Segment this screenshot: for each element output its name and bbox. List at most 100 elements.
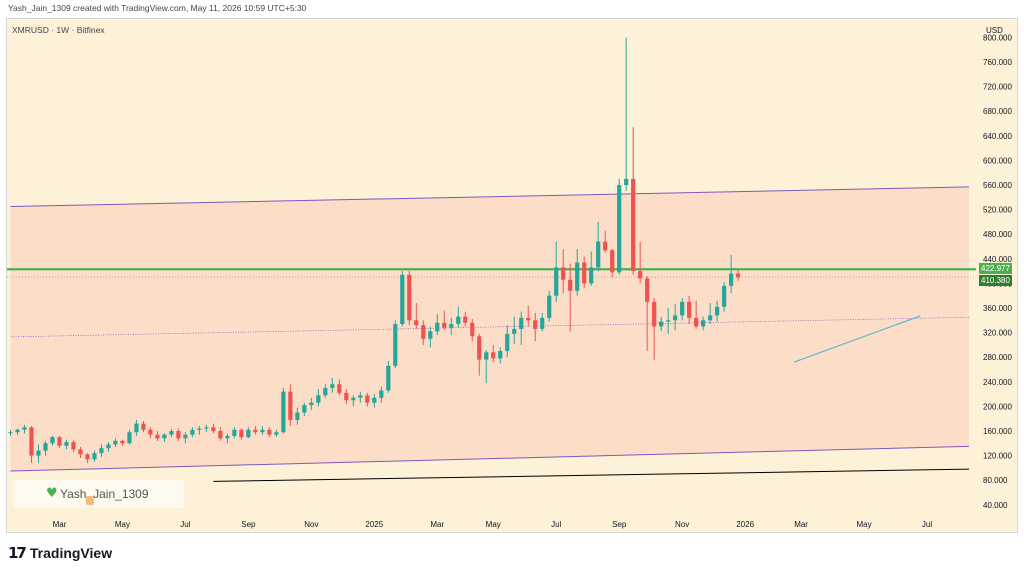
symbol-title: XMRUSD · 1W · Bitfinex — [12, 25, 105, 35]
y-tick-label: 80.000 — [983, 476, 1008, 485]
candle-body — [372, 397, 377, 403]
candle-body — [729, 273, 734, 286]
candle-body — [638, 271, 643, 279]
y-tick-label: 800.000 — [983, 33, 1012, 42]
candle-body — [603, 241, 608, 251]
candle-body — [183, 434, 188, 439]
candle-body — [197, 428, 202, 430]
candle-body — [50, 437, 55, 444]
x-tick-label: Sep — [241, 520, 256, 529]
candle-body — [134, 423, 139, 433]
candle-body — [575, 262, 580, 291]
x-tick-label: Nov — [675, 520, 689, 529]
y-tick-label: 440.000 — [983, 255, 1012, 264]
candle-body — [106, 444, 111, 449]
candle-body — [568, 279, 573, 291]
candle-body — [379, 390, 384, 398]
candle-body — [484, 352, 489, 360]
y-tick-label: 600.000 — [983, 156, 1012, 165]
candle-body — [288, 391, 293, 420]
candle-body — [267, 429, 272, 435]
x-tick-label: May — [486, 520, 501, 529]
candle-body — [344, 392, 349, 401]
long-trend-line — [213, 468, 970, 482]
candle-body — [218, 430, 223, 439]
tradingview-logo-text: TradingView — [29, 545, 113, 561]
candle-body — [162, 434, 167, 439]
candle-body — [323, 387, 328, 396]
x-tick-label: Jul — [551, 520, 561, 529]
candle-body — [435, 322, 440, 332]
hand-emoji-icon — [86, 496, 94, 505]
candle-body — [645, 278, 650, 302]
candle-body — [505, 333, 510, 352]
candle-body — [624, 178, 629, 186]
chart-attribution: Yash_Jain_1309 created with TradingView.… — [8, 3, 307, 13]
candle-body — [281, 391, 286, 433]
candle-body — [92, 453, 97, 460]
y-tick-label: 120.000 — [983, 452, 1012, 461]
x-tick-label: Nov — [304, 520, 318, 529]
candle-body — [547, 295, 552, 318]
candle-body — [330, 384, 335, 388]
x-tick-label: Mar — [53, 520, 67, 529]
candle-body — [540, 317, 545, 329]
currency-label[interactable]: USD — [986, 26, 1003, 35]
candle-body — [239, 429, 244, 438]
current-price-tag: 410.380 — [979, 275, 1012, 287]
candle-body — [141, 423, 146, 430]
candle-body — [673, 315, 678, 321]
candle-body — [449, 323, 454, 328]
candle-body — [274, 432, 279, 435]
candle-body — [15, 429, 20, 433]
candle-body — [736, 273, 741, 278]
x-tick-label: 2026 — [736, 520, 754, 529]
candle-body — [386, 365, 391, 391]
candle-body — [456, 316, 461, 324]
candle-body — [36, 450, 41, 456]
candle-body — [589, 267, 594, 284]
candle-body — [512, 328, 517, 334]
y-tick-label: 680.000 — [983, 107, 1012, 116]
candle-body — [463, 316, 468, 323]
candle-body — [155, 434, 160, 439]
candle-body — [365, 395, 370, 403]
candle-body — [652, 301, 657, 327]
y-tick-label: 520.000 — [983, 206, 1012, 215]
candle-body — [596, 241, 601, 268]
x-tick-label: Sep — [612, 520, 627, 529]
y-tick-label: 640.000 — [983, 132, 1012, 141]
x-tick-label: 2025 — [365, 520, 383, 529]
candle-body — [400, 274, 405, 324]
candle-body — [428, 331, 433, 339]
channel-fill — [10, 186, 970, 471]
candle-body — [407, 274, 412, 321]
candle-body — [43, 443, 48, 451]
candle-body — [666, 320, 671, 322]
candle-body — [701, 320, 706, 327]
candle-body — [64, 442, 69, 446]
candle-body — [246, 429, 251, 438]
candle-body — [120, 440, 125, 444]
candle-body — [414, 320, 419, 326]
y-tick-label: 480.000 — [983, 230, 1012, 239]
candle-body — [351, 397, 356, 401]
x-tick-label: Mar — [794, 520, 808, 529]
candle-body — [470, 322, 475, 337]
tradingview-logo[interactable]: 17 TradingView — [8, 544, 112, 562]
ascending-trendline — [793, 315, 921, 363]
candle-body — [176, 430, 181, 439]
channel-lower-line — [10, 445, 970, 472]
candle-body — [225, 435, 230, 439]
x-tick-label: May — [856, 520, 871, 529]
candle-body — [477, 336, 482, 360]
candle-body — [526, 317, 531, 321]
y-tick-label: 160.000 — [983, 427, 1012, 436]
candle-body — [309, 402, 314, 406]
candle-body — [169, 430, 174, 435]
candle-body — [148, 429, 153, 435]
last-price-tag: 422.977 — [979, 263, 1012, 275]
candle-body — [519, 317, 524, 329]
candle-body — [71, 442, 76, 450]
